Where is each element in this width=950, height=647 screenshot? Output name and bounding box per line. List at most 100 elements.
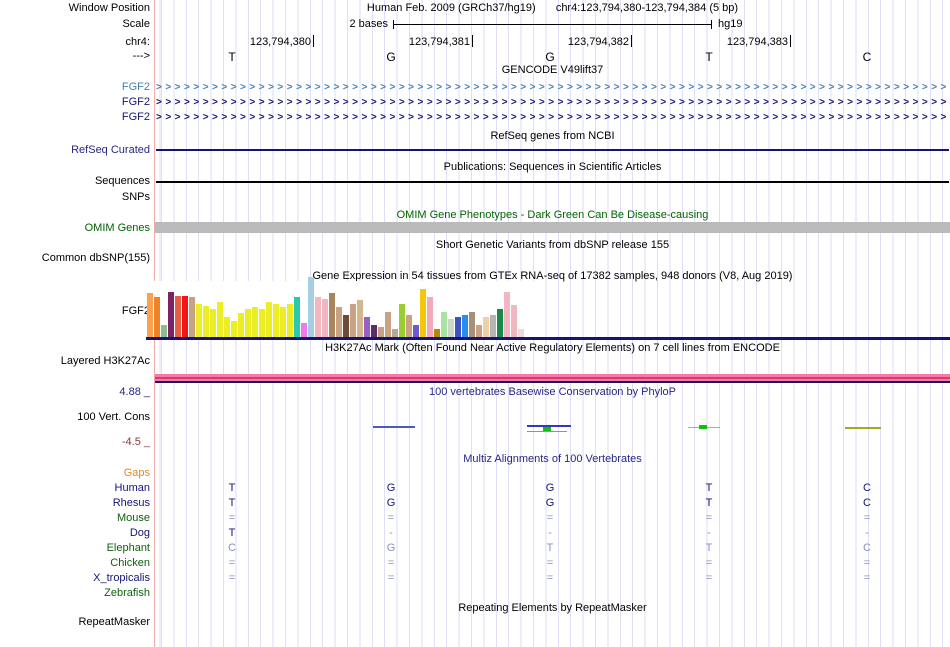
multiz-species-chicken[interactable]: Chicken: [110, 557, 150, 569]
multiz-alignment-base[interactable]: T: [546, 542, 554, 554]
layered-h3k27ac-label[interactable]: Layered H3K27Ac: [60, 355, 150, 367]
omim-genes-label[interactable]: OMIM Genes: [84, 222, 150, 234]
snps-label[interactable]: SNPs: [121, 191, 150, 203]
multiz-alignment-base[interactable]: C: [863, 482, 871, 494]
multiz-alignment-base[interactable]: T: [705, 482, 713, 494]
gtex-tissue-bar[interactable]: [210, 309, 216, 337]
gtex-tissue-bar[interactable]: [168, 292, 174, 337]
multiz-alignment-base[interactable]: =: [546, 557, 554, 569]
common-dbsnp-label[interactable]: Common dbSNP(155): [41, 252, 150, 264]
multiz-alignment-base[interactable]: G: [386, 482, 396, 494]
gtex-tissue-bar[interactable]: [301, 323, 307, 337]
conservation-mark[interactable]: [527, 431, 567, 432]
h3k27ac-band-layer[interactable]: [155, 377, 950, 379]
gencode-transcript-arrows[interactable]: >>>>>>>>>>>>>>>>>>>>>>>>>>>>>>>>>>>>>>>>…: [156, 112, 949, 123]
multiz-alignment-base[interactable]: =: [387, 557, 395, 569]
multiz-alignment-base[interactable]: =: [546, 572, 554, 584]
gtex-tissue-bar[interactable]: [336, 307, 342, 337]
multiz-alignment-base[interactable]: G: [545, 497, 555, 509]
gtex-tissue-bar[interactable]: [511, 305, 517, 337]
gtex-tissue-bar[interactable]: [231, 321, 237, 337]
multiz-alignment-base[interactable]: T: [228, 527, 236, 539]
gtex-tissue-bar[interactable]: [420, 289, 426, 337]
refseq-gene-bar[interactable]: [156, 149, 949, 151]
multiz-species-human[interactable]: Human: [114, 482, 150, 494]
gtex-tissue-bar[interactable]: [350, 304, 356, 337]
gtex-gene-label[interactable]: FGF2: [121, 305, 150, 317]
multiz-alignment-base[interactable]: -: [548, 527, 552, 539]
multiz-alignment-base[interactable]: G: [386, 542, 396, 554]
gtex-tissue-bar[interactable]: [203, 306, 209, 337]
multiz-species-mouse[interactable]: Mouse: [116, 512, 150, 524]
multiz-alignment-base[interactable]: =: [863, 572, 871, 584]
multiz-alignment-base[interactable]: C: [228, 542, 236, 554]
gtex-tissue-bar[interactable]: [266, 302, 272, 337]
gtex-tissue-bar[interactable]: [154, 297, 160, 337]
gtex-tissue-bar[interactable]: [147, 293, 153, 337]
multiz-alignment-base[interactable]: -: [389, 527, 393, 539]
multiz-species-zebrafish[interactable]: Zebrafish: [104, 587, 150, 599]
conservation-mark[interactable]: [845, 427, 881, 429]
gtex-tissue-bar[interactable]: [329, 293, 335, 337]
gtex-tissue-bar[interactable]: [252, 307, 258, 337]
multiz-alignment-base[interactable]: G: [545, 482, 555, 494]
multiz-alignment-base[interactable]: G: [386, 497, 396, 509]
gtex-tissue-bar[interactable]: [182, 296, 188, 337]
omim-gene-bar[interactable]: [155, 222, 950, 233]
multiz-alignment-base[interactable]: =: [387, 512, 395, 524]
gtex-tissue-bar[interactable]: [434, 329, 440, 337]
multiz-species-x_tropicalis[interactable]: X_tropicalis: [93, 572, 150, 584]
h3k27ac-band-layer[interactable]: [155, 374, 950, 377]
gtex-tissue-bar[interactable]: [224, 317, 230, 337]
sequences-label[interactable]: Sequences: [94, 175, 150, 187]
multiz-alignment-base[interactable]: =: [228, 557, 236, 569]
conservation-label[interactable]: 100 Vert. Cons: [77, 411, 150, 423]
gtex-tissue-bar[interactable]: [504, 292, 510, 337]
multiz-alignment-base[interactable]: C: [863, 542, 871, 554]
gtex-tissue-bar[interactable]: [294, 297, 300, 337]
conservation-mark[interactable]: [373, 426, 415, 428]
multiz-species-dog[interactable]: Dog: [129, 527, 150, 539]
gtex-tissue-bar[interactable]: [490, 315, 496, 337]
gtex-tissue-bar[interactable]: [378, 327, 384, 337]
gtex-tissue-bar[interactable]: [392, 329, 398, 337]
gtex-tissue-bar[interactable]: [280, 307, 286, 337]
multiz-gaps-label[interactable]: Gaps: [123, 467, 150, 479]
multiz-alignment-base[interactable]: =: [387, 572, 395, 584]
gencode-gene-label[interactable]: FGF2: [121, 111, 150, 123]
multiz-alignment-base[interactable]: T: [705, 497, 713, 509]
conservation-mark[interactable]: [543, 427, 551, 431]
gencode-transcript-arrows[interactable]: >>>>>>>>>>>>>>>>>>>>>>>>>>>>>>>>>>>>>>>>…: [156, 97, 949, 108]
refseq-curated-label[interactable]: RefSeq Curated: [71, 144, 150, 156]
gtex-tissue-bar[interactable]: [441, 312, 447, 337]
gencode-transcript-arrows[interactable]: >>>>>>>>>>>>>>>>>>>>>>>>>>>>>>>>>>>>>>>>…: [156, 82, 949, 93]
multiz-species-elephant[interactable]: Elephant: [106, 542, 150, 554]
gtex-tissue-bar[interactable]: [238, 313, 244, 337]
gtex-tissue-bar[interactable]: [476, 325, 482, 337]
gtex-tissue-bar[interactable]: [371, 325, 377, 337]
multiz-alignment-base[interactable]: C: [863, 497, 871, 509]
multiz-alignment-base[interactable]: =: [228, 572, 236, 584]
multiz-alignment-base[interactable]: =: [705, 512, 713, 524]
gtex-tissue-bar[interactable]: [315, 297, 321, 337]
multiz-alignment-base[interactable]: =: [546, 512, 554, 524]
gtex-tissue-bar[interactable]: [406, 315, 412, 337]
publications-sequence-bar[interactable]: [156, 181, 949, 183]
h3k27ac-band-layer[interactable]: [155, 379, 950, 381]
gtex-tissue-bar[interactable]: [322, 299, 328, 337]
gtex-tissue-bar[interactable]: [161, 325, 167, 337]
gtex-tissue-bar[interactable]: [497, 309, 503, 337]
gencode-gene-label[interactable]: FGF2: [121, 81, 150, 93]
gtex-tissue-bar[interactable]: [469, 312, 475, 337]
h3k27ac-band-layer[interactable]: [155, 380, 950, 383]
multiz-alignment-base[interactable]: =: [863, 557, 871, 569]
multiz-alignment-base[interactable]: T: [705, 542, 713, 554]
gtex-tissue-bar[interactable]: [462, 315, 468, 337]
gtex-tissue-bar[interactable]: [399, 304, 405, 337]
gtex-tissue-bar[interactable]: [287, 304, 293, 337]
gtex-tissue-bar[interactable]: [448, 319, 454, 337]
gtex-tissue-bar[interactable]: [518, 329, 524, 337]
gtex-tissue-bar[interactable]: [413, 325, 419, 337]
conservation-mark[interactable]: [527, 425, 571, 427]
multiz-alignment-base[interactable]: =: [705, 557, 713, 569]
